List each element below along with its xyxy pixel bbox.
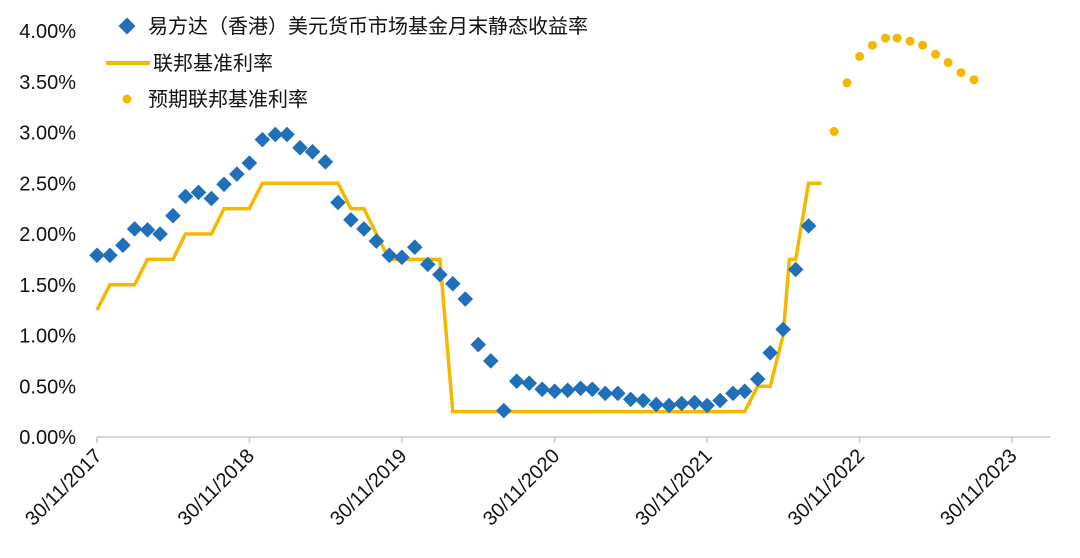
legend-item-fund-yield: 易方达（香港）美元货币市场基金月末静态收益率 bbox=[118, 14, 588, 38]
legend-label-expected-fed-rate: 预期联邦基准利率 bbox=[148, 87, 308, 111]
legend-label-fund-yield: 易方达（香港）美元货币市场基金月末静态收益率 bbox=[148, 14, 588, 38]
legend-circle-marker bbox=[122, 94, 132, 104]
fund-yield-point bbox=[635, 392, 651, 409]
y-tick-label: 1.50% bbox=[19, 275, 76, 297]
legend-item-fed-rate: 联邦基准利率 bbox=[106, 51, 273, 75]
fund-yield-point bbox=[725, 385, 741, 402]
fund-yield-point bbox=[126, 221, 143, 237]
fund-yield-point bbox=[432, 266, 448, 283]
expected-fed-rate-point bbox=[956, 68, 966, 78]
fund-yield-point bbox=[749, 371, 766, 387]
fund-yield-point bbox=[521, 375, 537, 391]
fund-yield-point bbox=[496, 402, 512, 419]
fund-yield-point bbox=[254, 131, 271, 148]
y-tick-label: 2.00% bbox=[19, 224, 76, 246]
expected-fed-rate-point bbox=[969, 75, 979, 85]
fund-yield-point bbox=[165, 207, 181, 224]
y-tick-label: 0.50% bbox=[19, 376, 76, 398]
x-tick-label: 30/11/2017 bbox=[21, 445, 106, 530]
fund-yield-point bbox=[177, 188, 194, 205]
fund-yield-point bbox=[216, 176, 232, 193]
fund-yield-point bbox=[304, 144, 321, 160]
fund-yield-point bbox=[407, 239, 423, 255]
fund-yield-point bbox=[139, 222, 156, 238]
legend-label-fed-rate: 联邦基准利率 bbox=[153, 51, 273, 75]
expected-fed-rate-point bbox=[881, 33, 890, 43]
legend-item-expected-fed-rate: 预期联邦基准利率 bbox=[122, 87, 308, 111]
x-tick-label: 30/11/2021 bbox=[631, 445, 716, 530]
y-tick-label: 4.00% bbox=[19, 21, 76, 43]
fund-yield-point bbox=[102, 247, 118, 264]
fund-yield-point bbox=[559, 382, 576, 399]
expected-fed-rate-point bbox=[892, 33, 902, 43]
expected-fed-rate-point bbox=[868, 40, 877, 50]
y-tick-label: 3.50% bbox=[19, 72, 76, 94]
series-fund-yield bbox=[89, 126, 817, 419]
fund-yield-point bbox=[229, 166, 245, 182]
legend-diamond-marker bbox=[118, 17, 136, 35]
expected-fed-rate-point bbox=[943, 58, 953, 67]
fund-yield-point bbox=[279, 126, 295, 143]
y-tick-label: 3.00% bbox=[19, 123, 76, 145]
fund-yield-point bbox=[457, 291, 474, 307]
fund-yield-point bbox=[89, 247, 105, 264]
fund-yield-point bbox=[445, 275, 461, 292]
fund-yield-point bbox=[712, 392, 728, 409]
fund-yield-point bbox=[152, 226, 168, 242]
fund-yield-point bbox=[394, 249, 410, 266]
fund-yield-point bbox=[317, 154, 334, 170]
x-tick-label: 30/11/2023 bbox=[936, 445, 1021, 530]
x-axis-tick-marks bbox=[96, 437, 1013, 443]
expected-fed-rate-point bbox=[829, 127, 839, 136]
x-axis-tick-labels: 30/11/2017 30/11/2018 30/11/2019 30/11/2020… bbox=[21, 445, 1021, 530]
expected-fed-rate-point bbox=[905, 36, 915, 46]
y-tick-label: 2.50% bbox=[19, 173, 76, 195]
expected-fed-rate-point bbox=[918, 40, 928, 50]
series-expected-fed-rate bbox=[829, 33, 979, 136]
fund-yield-point bbox=[470, 336, 487, 353]
fund-yield-point bbox=[241, 155, 258, 171]
expected-fed-rate-point bbox=[842, 78, 852, 88]
fund-yield-point bbox=[190, 184, 207, 201]
y-tick-label: 1.00% bbox=[19, 326, 76, 348]
fund-yield-point bbox=[610, 385, 626, 402]
expected-fed-rate-point bbox=[855, 51, 865, 61]
x-tick-label: 30/11/2020 bbox=[479, 445, 564, 530]
fund-yield-point bbox=[546, 383, 563, 400]
fund-yield-point bbox=[686, 394, 703, 411]
fund-yield-point bbox=[508, 373, 525, 389]
x-tick-label: 30/11/2022 bbox=[784, 445, 869, 530]
fund-yield-point bbox=[343, 212, 359, 228]
x-tick-label: 30/11/2018 bbox=[174, 445, 259, 530]
fund-yield-point bbox=[584, 381, 601, 398]
fund-yield-point bbox=[483, 353, 499, 369]
expected-fed-rate-point bbox=[931, 49, 941, 59]
fund-yield-point bbox=[775, 321, 791, 338]
fund-yield-point bbox=[115, 237, 131, 253]
fund-yield-point bbox=[622, 391, 639, 408]
y-tick-label: 0.00% bbox=[19, 427, 76, 449]
fund-yield-point bbox=[203, 190, 220, 207]
legend: 易方达（香港）美元货币市场基金月末静态收益率 联邦基准利率 预期联邦基准利率 bbox=[106, 14, 588, 111]
x-tick-label: 30/11/2019 bbox=[326, 445, 411, 530]
fund-yield-point bbox=[673, 395, 690, 412]
y-axis-tick-labels: 0.00% 0.50% 1.00% 1.50% 2.00% 2.50% 3.00% 3.50%… bbox=[19, 21, 76, 449]
fund-yield-point bbox=[292, 139, 308, 156]
fund-yield-point bbox=[736, 383, 753, 400]
fund-yield-point bbox=[534, 381, 550, 398]
